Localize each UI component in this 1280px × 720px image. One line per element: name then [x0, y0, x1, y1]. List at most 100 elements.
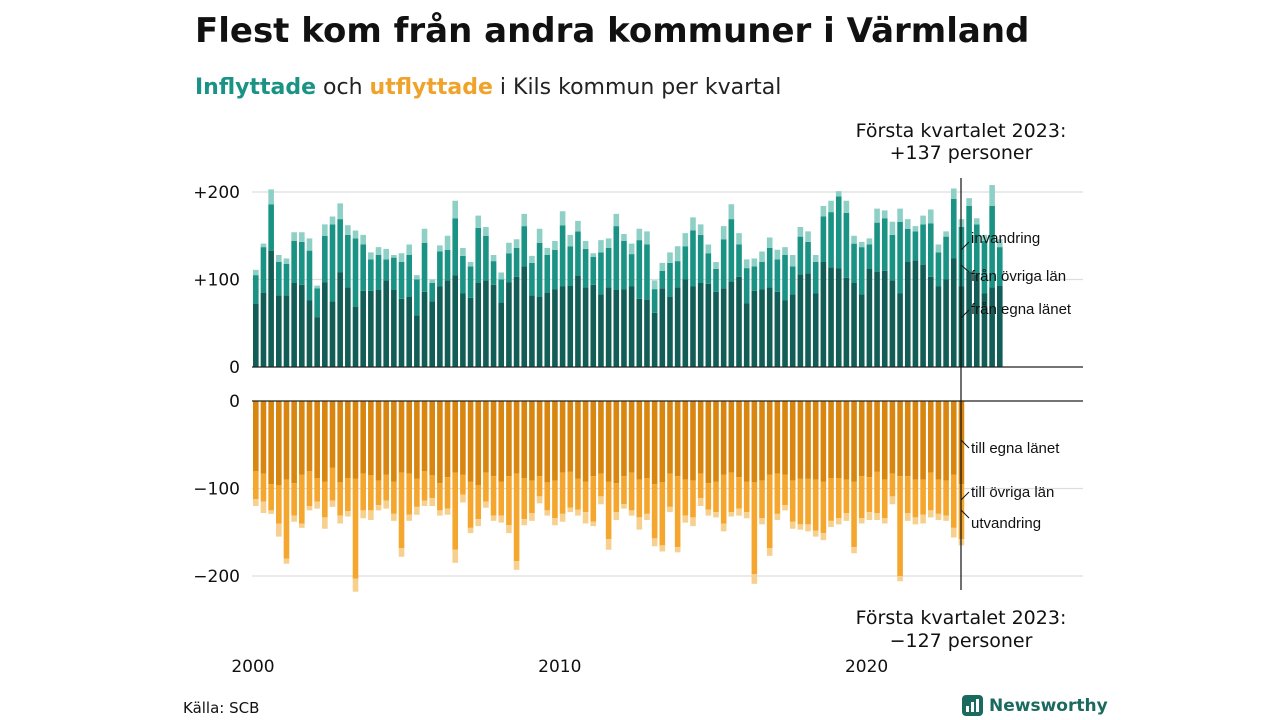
bar-outflow-segment [828, 478, 834, 521]
bar-inflow-segment [383, 259, 389, 281]
bar-inflow-segment [835, 196, 842, 269]
bar-outflow-segment [421, 471, 428, 501]
bar-inflow-segment [981, 293, 988, 367]
bar-outflow-segment [651, 538, 658, 547]
bar-inflow-segment [843, 277, 850, 367]
bar-outflow-segment [628, 472, 635, 511]
bar-outflow-segment [912, 517, 919, 525]
bar-inflow-segment [552, 249, 558, 290]
bottom-annotation-line1: Första kvartalet 2023: [856, 607, 1067, 629]
bar-inflow-segment [536, 242, 543, 297]
bar-outflow-segment [268, 510, 274, 514]
bar-outflow-segment [736, 508, 742, 516]
bar-outflow-segment [897, 401, 903, 477]
bar-inflow-segment [490, 284, 497, 367]
bar-inflow-segment [621, 234, 627, 241]
bar-inflow-segment [935, 286, 942, 367]
bar-outflow-segment [751, 574, 758, 584]
bar-outflow-segment [559, 401, 566, 473]
bar-inflow-segment [260, 247, 267, 293]
bar-outflow-segment [874, 513, 880, 520]
bar-outflow-segment [636, 401, 643, 480]
bar-inflow-segment [897, 293, 903, 367]
bar-outflow-segment [498, 401, 505, 482]
bar-inflow-segment [421, 228, 428, 243]
bar-inflow-segment [429, 279, 436, 283]
bar-inflow-segment [912, 231, 919, 261]
bar-outflow-segment [851, 401, 857, 482]
outflow-bars [253, 401, 965, 592]
bar-outflow-segment [544, 510, 551, 516]
bar-outflow-segment [329, 500, 336, 507]
bar-inflow-segment [659, 262, 666, 271]
bar-inflow-segment [467, 262, 474, 267]
bar-outflow-segment [391, 513, 397, 521]
bar-inflow-segment [460, 293, 466, 367]
bar-outflow-segment [337, 401, 343, 483]
bar-inflow-segment [253, 304, 259, 367]
bar-outflow-segment [559, 472, 566, 514]
bar-inflow-segment [766, 237, 773, 248]
bar-outflow-segment [789, 401, 796, 481]
bar-inflow-segment [322, 224, 328, 236]
bar-outflow-segment [368, 510, 374, 520]
bar-inflow-segment [598, 252, 604, 295]
bar-outflow-segment [452, 401, 459, 473]
bar-inflow-segment [759, 251, 765, 262]
bar-inflow-segment [889, 221, 896, 235]
bar-inflow-segment [444, 249, 451, 281]
bar-inflow-segment [575, 276, 581, 367]
segment-label-lines [960, 241, 970, 519]
bar-inflow-segment [682, 246, 689, 280]
bar-outflow-segment [943, 401, 949, 481]
bar-inflow-segment [697, 283, 704, 367]
bar-outflow-segment [789, 480, 796, 522]
bar-inflow-segment [559, 286, 566, 367]
bar-outflow-segment [828, 520, 834, 527]
bar-inflow-segment [697, 224, 704, 235]
bar-inflow-segment [705, 244, 712, 254]
bar-inflow-segment [996, 285, 1003, 367]
bar-outflow-segment [375, 480, 382, 506]
bar-inflow-segment [368, 252, 374, 260]
bar-inflow-segment [444, 280, 451, 367]
bar-inflow-segment [490, 255, 497, 262]
bar-outflow-segment [674, 476, 681, 548]
bar-inflow-segment [314, 317, 320, 367]
bar-inflow-segment [659, 270, 666, 289]
bar-inflow-segment [268, 189, 274, 205]
bar-outflow-segment [452, 549, 459, 563]
bar-inflow-segment [927, 209, 934, 224]
bar-outflow-segment [659, 545, 666, 552]
bar-inflow-segment [820, 206, 827, 217]
bar-outflow-segment [613, 401, 620, 484]
bar-inflow-segment [360, 290, 366, 367]
bar-outflow-segment [437, 401, 443, 484]
bar-outflow-segment [475, 401, 482, 485]
bar-outflow-segment [590, 521, 597, 527]
bar-outflow-segment [797, 524, 804, 530]
label-till-ovriga-lan: till övriga län [971, 484, 1054, 501]
bar-outflow-segment [736, 401, 742, 478]
bar-outflow-segment [567, 471, 574, 508]
bar-outflow-segment [490, 401, 497, 477]
bar-outflow-segment [766, 474, 773, 548]
bar-inflow-segment [751, 266, 758, 291]
bar-inflow-segment [843, 200, 850, 213]
bar-inflow-segment [506, 253, 512, 283]
bar-outflow-segment [805, 478, 811, 525]
bar-inflow-segment [598, 294, 604, 367]
bar-outflow-segment [774, 401, 781, 474]
bar-inflow-segment [636, 298, 643, 367]
bar-inflow-segment [812, 262, 819, 294]
bar-outflow-segment [904, 513, 911, 521]
bar-outflow-segment [352, 401, 359, 479]
bar-inflow-segment [920, 224, 926, 265]
bar-inflow-segment [966, 206, 972, 272]
bar-inflow-segment [897, 221, 903, 294]
bar-inflow-segment [828, 267, 834, 367]
bar-inflow-segment [881, 218, 888, 271]
bar-inflow-segment [437, 245, 443, 252]
bar-outflow-segment [920, 401, 926, 480]
bar-inflow-segment [352, 230, 359, 239]
